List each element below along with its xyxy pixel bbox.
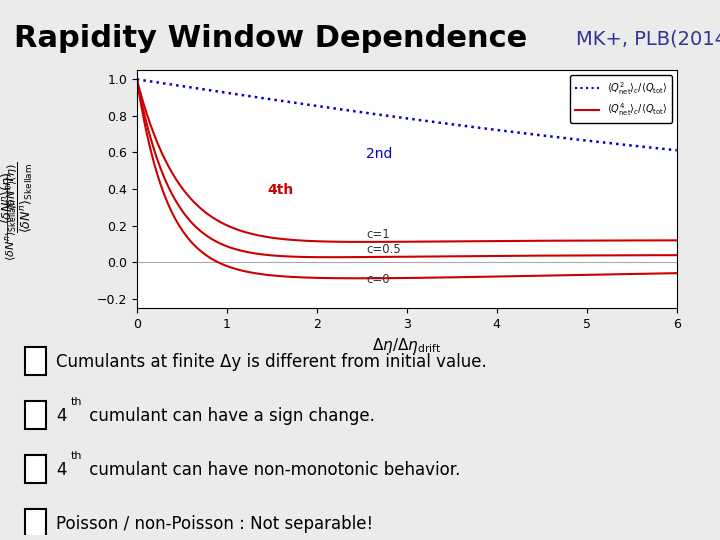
Text: ──────────────: ──────────────: [4, 173, 13, 243]
Text: MK+, PLB(2014): MK+, PLB(2014): [576, 30, 720, 49]
Bar: [24, 347, 45, 375]
$\langle Q_{\mathrm{net}}^4\rangle_c / \langle Q_{\mathrm{tot}}\rangle$: [233, 226, 241, 233]
Text: Cumulants at finite Δy is different from initial value.: Cumulants at finite Δy is different from…: [56, 353, 487, 371]
Text: cumulant can have non-monotonic behavior.: cumulant can have non-monotonic behavior…: [84, 461, 460, 479]
Text: 4: 4: [56, 407, 66, 425]
$\langle Q_{\mathrm{net}}^4\rangle_c / \langle Q_{\mathrm{tot}}\rangle$: [166, 166, 174, 173]
$\langle Q_{\mathrm{net}}^4\rangle_c / \langle Q_{\mathrm{tot}}\rangle$: [564, 238, 572, 244]
Text: c=0: c=0: [366, 273, 390, 286]
Text: $\langle\delta N^n\rangle_{\rm Skellam}$: $\langle\delta N^n\rangle_{\rm Skellam}$: [4, 198, 19, 261]
$\langle Q_{\mathrm{net}}^4\rangle_c / \langle Q_{\mathrm{tot}}\rangle$: [637, 237, 646, 244]
$\langle Q_{\mathrm{net}}^2\rangle_c / \langle Q_{\mathrm{tot}}\rangle$: [166, 81, 174, 87]
Text: c=0.5: c=0.5: [366, 242, 401, 255]
Text: th: th: [71, 451, 83, 461]
X-axis label: $\Delta\eta/\Delta\eta_{\mathrm{drift}}$: $\Delta\eta/\Delta\eta_{\mathrm{drift}}$: [372, 336, 441, 355]
$\langle Q_{\mathrm{net}}^4\rangle_c / \langle Q_{\mathrm{tot}}\rangle$: [672, 237, 681, 244]
Legend: $\langle Q_{\mathrm{net}}^2\rangle_c / \langle Q_{\mathrm{tot}}\rangle$, $\langl: $\langle Q_{\mathrm{net}}^2\rangle_c / \…: [570, 75, 672, 123]
$\langle Q_{\mathrm{net}}^4\rangle_c / \langle Q_{\mathrm{tot}}\rangle$: [361, 239, 369, 245]
$\langle Q_{\mathrm{net}}^2\rangle_c / \langle Q_{\mathrm{tot}}\rangle$: [636, 143, 645, 150]
$\langle Q_{\mathrm{net}}^2\rangle_c / \langle Q_{\mathrm{tot}}\rangle$: [233, 91, 241, 98]
Text: th: th: [71, 397, 83, 407]
Line: $\langle Q_{\mathrm{net}}^2\rangle_c / \langle Q_{\mathrm{tot}}\rangle$: $\langle Q_{\mathrm{net}}^2\rangle_c / \…: [137, 79, 677, 150]
Text: c=1: c=1: [366, 228, 390, 241]
Line: $\langle Q_{\mathrm{net}}^4\rangle_c / \langle Q_{\mathrm{tot}}\rangle$: $\langle Q_{\mathrm{net}}^4\rangle_c / \…: [137, 79, 677, 242]
$\langle Q_{\mathrm{net}}^4\rangle_c / \langle Q_{\mathrm{tot}}\rangle$: [310, 238, 319, 245]
$\langle Q_{\mathrm{net}}^4\rangle_c / \langle Q_{\mathrm{tot}}\rangle$: [656, 237, 665, 244]
Bar: [24, 455, 45, 483]
Text: $\frac{\langle\delta N^n\rangle(\eta)}{\langle\delta N^n\rangle_{\mathrm{Skellam: $\frac{\langle\delta N^n\rangle(\eta)}{\…: [1, 161, 35, 233]
Text: 2nd: 2nd: [366, 147, 392, 161]
Bar: [24, 509, 45, 537]
$\langle Q_{\mathrm{net}}^2\rangle_c / \langle Q_{\mathrm{tot}}\rangle$: [672, 147, 681, 153]
Text: 4th: 4th: [267, 184, 294, 198]
Text: $\langle\delta N^n\rangle(\eta)$: $\langle\delta N^n\rangle(\eta)$: [4, 163, 19, 210]
Text: 4: 4: [56, 461, 66, 479]
Bar: [24, 401, 45, 429]
Text: Poisson / non-Poisson : Not separable!: Poisson / non-Poisson : Not separable!: [56, 515, 373, 533]
$\langle Q_{\mathrm{net}}^4\rangle_c / \langle Q_{\mathrm{tot}}\rangle$: [132, 76, 141, 83]
Text: Rapidity Window Dependence: Rapidity Window Dependence: [14, 24, 528, 53]
$\langle Q_{\mathrm{net}}^2\rangle_c / \langle Q_{\mathrm{tot}}\rangle$: [310, 103, 319, 109]
$\langle Q_{\mathrm{net}}^2\rangle_c / \langle Q_{\mathrm{tot}}\rangle$: [655, 145, 664, 152]
$\langle Q_{\mathrm{net}}^2\rangle_c / \langle Q_{\mathrm{tot}}\rangle$: [132, 76, 141, 83]
$\langle Q_{\mathrm{net}}^2\rangle_c / \langle Q_{\mathrm{tot}}\rangle$: [562, 135, 571, 141]
Text: cumulant can have a sign change.: cumulant can have a sign change.: [84, 407, 374, 425]
